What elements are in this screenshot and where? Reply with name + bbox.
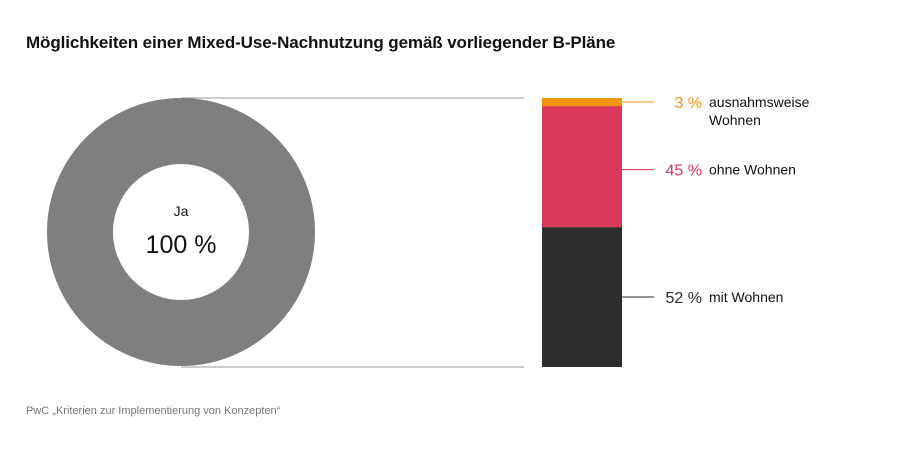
bar-segment-ausnahmsweise-wohnen (542, 98, 622, 107)
value-label-ohne-wohnen: 45 % (666, 163, 702, 180)
donut-center-value: 100 % (146, 231, 217, 259)
source-note: PwC „Kriterien zur Implementierung von K… (26, 405, 281, 417)
category-label-ausnahmsweise-line1: ausnahmsweise (709, 94, 810, 110)
category-label-mit-wohnen: mit Wohnen (709, 289, 783, 305)
donut-center-label: Ja (174, 203, 189, 219)
donut-ring-ja (47, 98, 315, 366)
value-label-mit-wohnen: 52 % (666, 290, 702, 307)
bar-segment-mit-wohnen (542, 227, 622, 367)
chart-title: Möglichkeiten einer Mixed-Use-Nachnutzun… (26, 33, 616, 52)
category-label-ausnahmsweise-line2: Wohnen (709, 112, 761, 128)
category-label-ohne-wohnen: ohne Wohnen (709, 162, 796, 178)
value-label-ausnahmsweise-wohnen: 3 % (674, 95, 702, 112)
bar-segment-ohne-wohnen (542, 106, 622, 228)
